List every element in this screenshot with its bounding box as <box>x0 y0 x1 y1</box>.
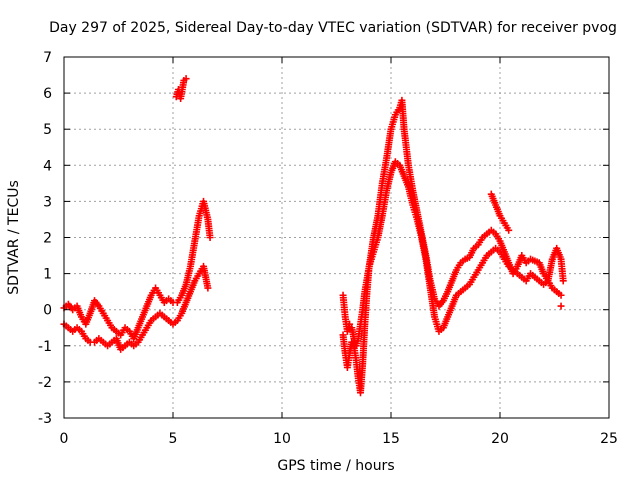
y-tick-label: 3 <box>43 194 52 210</box>
y-tick-label: 6 <box>43 86 52 102</box>
y-tick-label: 1 <box>43 267 52 283</box>
y-tick-label: -3 <box>38 411 52 427</box>
y-tick-label: 0 <box>43 303 52 319</box>
y-tick-label: -1 <box>38 339 52 355</box>
chart-title: Day 297 of 2025, Sidereal Day-to-day VTE… <box>49 20 617 36</box>
data-point <box>557 302 565 310</box>
x-tick-label: 20 <box>491 431 509 447</box>
grid-layer <box>64 57 609 418</box>
ticks-layer: 0 5 10 15 20 25 -3 -2 -1 0 1 2 3 4 5 6 7 <box>38 50 618 447</box>
x-axis-label: GPS time / hours <box>277 458 394 474</box>
data-point <box>182 75 190 83</box>
y-tick-label: 2 <box>43 231 52 247</box>
y-tick-label: 7 <box>43 50 52 66</box>
x-tick-label: 10 <box>273 431 291 447</box>
data-point <box>505 226 513 234</box>
x-tick-label: 0 <box>60 431 69 447</box>
y-tick-label: 5 <box>43 122 52 138</box>
data-points-layer <box>60 75 567 397</box>
data-point <box>206 234 214 241</box>
x-tick-label: 25 <box>600 431 618 447</box>
y-tick-label: 4 <box>43 158 52 174</box>
data-point <box>559 277 567 285</box>
y-tick-label: -2 <box>38 375 52 391</box>
data-point <box>346 320 354 328</box>
x-tick-label: 5 <box>169 431 178 447</box>
data-point <box>204 284 212 292</box>
y-axis-label: SDTVAR / TECUs <box>6 180 22 295</box>
x-tick-label: 15 <box>382 431 400 447</box>
data-point <box>557 291 565 299</box>
